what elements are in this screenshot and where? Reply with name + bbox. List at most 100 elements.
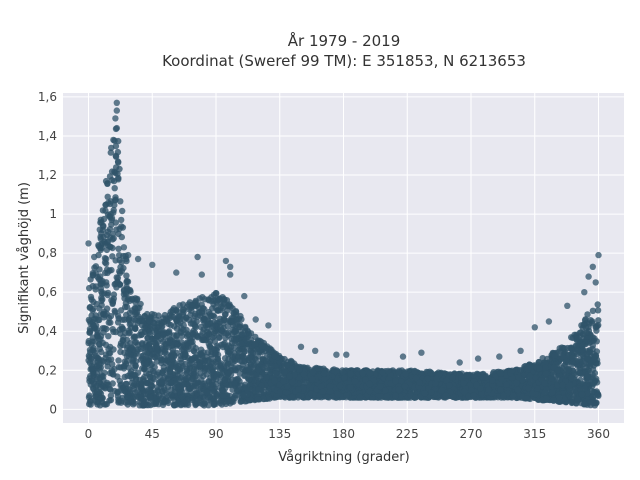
data-point <box>359 370 366 377</box>
data-point <box>97 219 104 226</box>
data-point <box>232 337 239 344</box>
data-point <box>193 362 200 369</box>
data-point <box>121 387 128 394</box>
data-point <box>260 364 267 371</box>
data-point <box>151 311 158 318</box>
data-point <box>207 343 214 350</box>
data-point <box>465 392 473 400</box>
data-point <box>220 392 227 399</box>
data-point <box>224 361 231 368</box>
data-point <box>555 348 563 355</box>
data-point <box>123 303 131 311</box>
data-point <box>235 376 242 383</box>
data-point <box>221 311 229 318</box>
data-point <box>123 285 131 292</box>
data-point <box>112 194 119 201</box>
data-point <box>245 366 253 373</box>
data-point <box>115 245 122 252</box>
data-point <box>577 376 584 384</box>
data-point <box>443 377 450 384</box>
data-point <box>196 386 203 394</box>
data-point <box>224 398 231 405</box>
data-point <box>569 354 576 362</box>
data-point <box>109 253 116 260</box>
data-point <box>574 335 581 342</box>
data-point <box>125 295 132 302</box>
data-point <box>147 382 155 389</box>
data-point <box>159 332 167 339</box>
data-point <box>106 385 113 392</box>
data-point <box>591 335 598 342</box>
data-point <box>438 387 445 394</box>
data-point <box>94 401 101 408</box>
data-point <box>119 207 126 215</box>
data-point <box>153 343 161 350</box>
data-point <box>95 242 102 249</box>
data-point <box>212 346 219 354</box>
data-point <box>191 312 198 320</box>
data-point <box>194 355 201 362</box>
data-point <box>548 375 555 382</box>
data-point <box>89 347 96 354</box>
data-point <box>94 354 102 361</box>
data-point <box>192 345 199 352</box>
data-point <box>241 381 249 388</box>
data-point <box>113 226 120 233</box>
data-point <box>563 367 571 374</box>
data-point <box>150 400 157 408</box>
data-point <box>147 352 154 359</box>
data-point <box>142 398 150 405</box>
data-point <box>314 365 321 372</box>
data-point <box>107 198 115 205</box>
data-point <box>232 309 240 316</box>
data-point <box>568 334 575 341</box>
data-point <box>204 320 211 328</box>
data-point <box>107 313 115 320</box>
data-point <box>87 293 95 301</box>
data-point <box>238 331 246 338</box>
data-point <box>247 396 254 404</box>
data-point <box>589 320 596 327</box>
data-point <box>223 330 230 337</box>
data-point <box>383 393 391 400</box>
data-point <box>189 334 196 341</box>
data-point <box>104 238 112 245</box>
data-point <box>321 375 328 382</box>
data-point <box>176 302 183 309</box>
data-point <box>92 263 100 270</box>
data-point <box>86 304 94 311</box>
data-point <box>595 317 602 324</box>
data-point <box>189 356 196 363</box>
data-point <box>589 371 596 378</box>
data-point <box>226 301 233 308</box>
data-point <box>172 360 179 367</box>
data-point <box>377 393 384 400</box>
data-point <box>97 336 104 343</box>
data-point <box>140 352 147 359</box>
data-point <box>211 338 218 345</box>
data-point <box>103 305 111 312</box>
data-point <box>159 322 166 330</box>
data-point <box>123 257 130 265</box>
data-point <box>168 391 175 398</box>
data-point <box>166 361 174 369</box>
data-point <box>105 333 112 340</box>
data-point <box>163 390 170 397</box>
data-point <box>127 340 134 347</box>
data-point <box>124 349 132 357</box>
data-point <box>229 353 236 360</box>
data-point <box>143 310 151 318</box>
data-point <box>118 216 125 224</box>
data-point <box>130 334 137 341</box>
data-point <box>118 233 126 241</box>
data-point <box>102 351 110 358</box>
data-point <box>397 378 405 385</box>
data-point <box>120 252 127 260</box>
data-point <box>208 294 215 301</box>
data-point <box>177 356 184 363</box>
data-point <box>164 338 171 345</box>
data-point <box>231 365 238 372</box>
data-point <box>92 286 99 293</box>
data-point <box>150 319 157 327</box>
data-point <box>189 302 196 309</box>
